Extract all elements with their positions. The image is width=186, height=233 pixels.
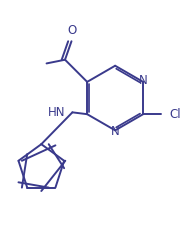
Text: N: N [139,75,147,87]
Text: HN: HN [47,106,65,119]
Text: O: O [68,24,77,37]
Text: Cl: Cl [169,108,181,121]
Text: N: N [111,125,120,138]
